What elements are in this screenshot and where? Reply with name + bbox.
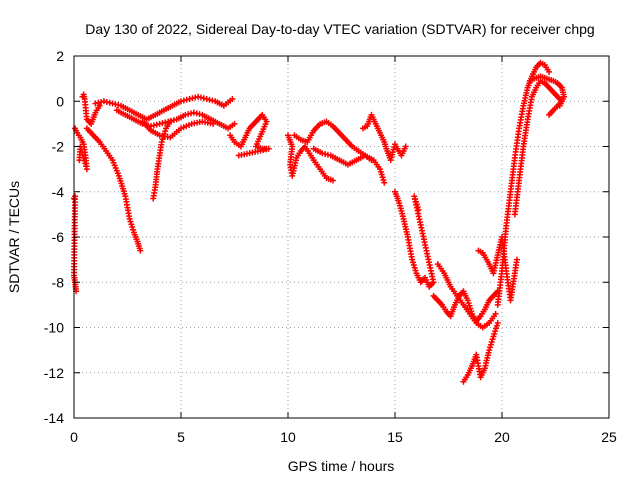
series-seg16 [434,261,499,331]
data-point [167,118,174,125]
data-point [159,120,166,127]
series-seg14 [392,188,437,290]
y-axis-label: SDTVAR / TECUs [6,181,22,293]
x-tick-label: 10 [280,429,296,445]
data-point [206,96,213,103]
data-point [319,150,326,157]
x-tick-label: 0 [70,429,78,445]
series-seg4 [83,125,144,254]
data-point [231,120,238,127]
data-point [210,120,217,127]
y-tick-label: -8 [52,274,65,290]
y-tick-label: -14 [44,410,64,426]
y-tick-label: 2 [56,48,64,64]
data-point [513,256,520,263]
data-point [178,98,184,105]
data-point [229,95,236,102]
series-seg15 [430,288,501,324]
data-point [76,157,83,164]
data-point [197,94,204,101]
data-point [82,160,89,167]
data-point [109,100,116,107]
data-point [182,111,189,118]
y-tick-labels: 2 0 -2 -4 -6 -8 -10 -12 -14 [44,48,64,426]
series-seg3 [79,91,103,127]
y-tick-label: -12 [44,365,64,381]
data-point [402,143,409,150]
series-seg9 [227,111,272,159]
data-point [83,166,90,173]
y-tick-label: -4 [52,184,65,200]
data-point [381,179,388,186]
data-point [185,111,192,118]
x-tick-label: 25 [601,429,617,445]
data-point [190,109,197,116]
data-point [492,310,499,317]
data-point [192,94,199,101]
data-point [183,96,190,103]
y-tick-label: -6 [52,229,65,245]
x-tick-labels: 0 5 10 15 20 25 [70,429,617,445]
x-tick-label: 20 [494,429,510,445]
data-point [180,97,187,104]
data-point [209,97,216,104]
data-point [195,93,202,100]
series-seg12 [310,145,388,186]
data-point [83,163,90,170]
x-axis-label: GPS time / hours [288,458,395,474]
data-point [196,111,203,118]
y-tick-label: -10 [44,320,64,336]
series-seg13 [359,111,409,164]
data-point [153,121,160,128]
data-point [187,110,194,117]
data-point [494,319,501,326]
data-point [200,95,207,102]
data-point [193,110,200,117]
data-points [71,59,568,385]
data-point [322,151,329,158]
data-point [235,152,242,159]
series-seg2 [72,125,90,173]
data-point [115,102,122,109]
data-point [106,99,113,106]
data-point [170,117,177,124]
data-point [95,99,102,106]
data-point [189,95,196,102]
x-tick-label: 5 [177,429,185,445]
y-tick-label: -2 [52,139,65,155]
data-point [556,102,563,109]
data-point [150,122,157,129]
data-point [546,68,553,75]
series-seg17 [460,319,501,385]
data-point [92,100,99,107]
series-seg5 [92,93,236,123]
data-point [100,98,107,105]
data-point [137,247,144,254]
data-point [103,99,110,106]
chart-title: Day 130 of 2022, Sidereal Day-to-day VTE… [85,21,594,37]
data-point [203,95,210,102]
data-point [112,101,119,108]
series-seg21 [526,73,568,109]
data-point [329,177,336,184]
data-point [186,95,193,102]
data-point [162,119,169,126]
x-tick-label: 15 [387,429,403,445]
series-seg6 [113,107,238,132]
data-point [415,206,422,213]
axis-ticks [73,55,610,419]
data-point [156,120,163,127]
data-point [98,99,105,106]
data-point [81,157,88,164]
series-seg10 [285,132,336,184]
data-point [96,102,103,109]
data-point [324,151,331,158]
y-tick-label: 0 [56,93,64,109]
series-seg8 [139,118,217,141]
data-point [546,111,553,118]
